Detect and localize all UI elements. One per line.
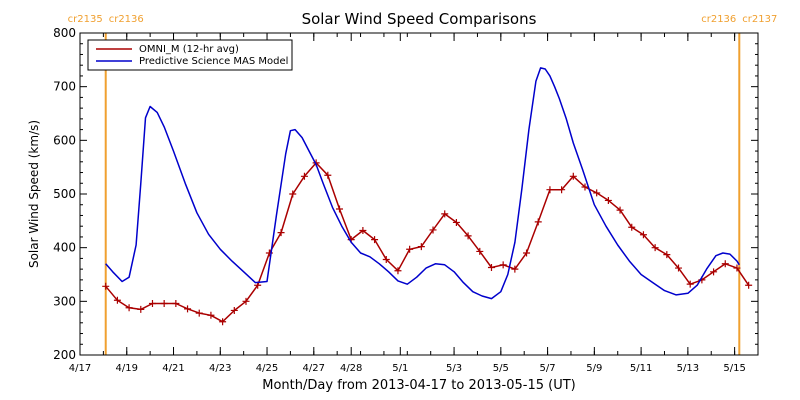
x-tick-label: 5/5 (493, 363, 509, 374)
x-tick-label: 5/1 (392, 363, 408, 374)
y-tick-label: 200 (53, 348, 76, 362)
series-0-point (371, 236, 379, 244)
series-0-point (511, 265, 519, 273)
chart-title: Solar Wind Speed Comparisons (302, 10, 537, 28)
series-0-point (476, 247, 484, 255)
y-tick-label: 800 (53, 26, 76, 40)
y-tick-label: 300 (53, 294, 76, 308)
x-tick-label: 5/13 (677, 363, 699, 374)
series-0-point (336, 205, 344, 213)
x-tick-label: 5/9 (586, 363, 602, 374)
x-tick-label: 4/28 (340, 363, 362, 374)
series-0-point (359, 226, 367, 234)
x-tick-label: 4/25 (256, 363, 278, 374)
x-tick-label: 4/27 (303, 363, 325, 374)
legend-label-omni: OMNI_M (12-hr avg) (139, 44, 239, 55)
series-0-point (195, 309, 203, 317)
series-0-point (499, 261, 507, 269)
series-0-point (581, 183, 589, 191)
series-0-point (616, 206, 624, 214)
series-0-point (207, 311, 215, 319)
x-tick-label: 5/7 (540, 363, 556, 374)
x-tick-label: 5/15 (723, 363, 745, 374)
series-0-point (125, 304, 133, 312)
series-0-point (242, 297, 250, 305)
rotation-markers: cr2135 cr2136 cr2136 cr2137 (68, 14, 777, 355)
series-0-point (675, 264, 683, 272)
series-0-point (160, 299, 168, 307)
legend-box (87, 39, 293, 71)
series-0-point (406, 245, 414, 253)
series-0-point (558, 186, 566, 194)
series-0-point (102, 282, 110, 290)
series-0-point (721, 260, 729, 268)
series-0-point (113, 296, 121, 304)
y-tick-label: 600 (53, 133, 76, 147)
series-0-point (593, 189, 601, 197)
series-0-point (219, 318, 227, 326)
series-0-point (628, 223, 636, 231)
series-0-point (230, 306, 238, 314)
legend-label-model: Predictive Science MAS Model (139, 56, 288, 67)
series-0-point (417, 243, 425, 251)
series-line-0 (105, 162, 750, 323)
series-layer (102, 67, 753, 326)
x-tick-label: 4/17 (69, 363, 91, 374)
series-0-point (710, 268, 718, 276)
y-tick-label: 500 (53, 187, 76, 201)
series-0-point (464, 232, 472, 240)
x-axis-label: Month/Day from 2013-04-17 to 2013-05-15 … (262, 378, 575, 393)
series-0-point (569, 172, 577, 180)
rotation-label-left-0: cr2135 (68, 14, 103, 25)
y-axis-label: Solar Wind Speed (km/s) (27, 120, 41, 268)
series-0-point (639, 231, 647, 239)
series-0-point (745, 281, 753, 289)
series-0-point (604, 196, 612, 204)
x-tick-label: 5/11 (630, 363, 652, 374)
rotation-label-left-1: cr2136 (701, 14, 736, 25)
y-tick-label: 700 (53, 80, 76, 94)
series-0-point (148, 299, 156, 307)
series-0-point (733, 264, 741, 272)
x-tick-label: 4/19 (116, 363, 138, 374)
series-0-point (184, 305, 192, 313)
series-0-point (429, 226, 437, 234)
series-0-point (137, 305, 145, 313)
series-0-point (172, 299, 180, 307)
series-0-point (651, 244, 659, 252)
series-0-point (394, 267, 402, 275)
series-0-point (523, 249, 531, 257)
legend: OMNI_M (12-hr avg) Predictive Science MA… (87, 39, 293, 71)
x-tick-label: 4/21 (162, 363, 184, 374)
rotation-label-right-0: cr2136 (109, 14, 144, 25)
series-0-point (452, 218, 460, 226)
series-0-point (441, 210, 449, 218)
series-0-point (382, 255, 390, 263)
axes: 200 300 400 500 600 700 800 4/17 4/19 4/21 4/23 4/2… (53, 26, 759, 374)
series-0-point (534, 218, 542, 226)
series-0-point (686, 280, 694, 288)
series-0-point (277, 229, 285, 237)
x-tick-label: 5/3 (446, 363, 462, 374)
rotation-label-right-1: cr2137 (742, 14, 777, 25)
series-0-point (663, 251, 671, 259)
series-0-point (300, 172, 308, 180)
series-0-point (487, 264, 495, 272)
series-0-point (289, 190, 297, 198)
series-0-point (324, 171, 332, 179)
series-0-point (546, 186, 554, 194)
series-line-1 (105, 67, 740, 300)
x-tick-label: 4/23 (209, 363, 231, 374)
y-tick-label: 400 (53, 241, 76, 255)
